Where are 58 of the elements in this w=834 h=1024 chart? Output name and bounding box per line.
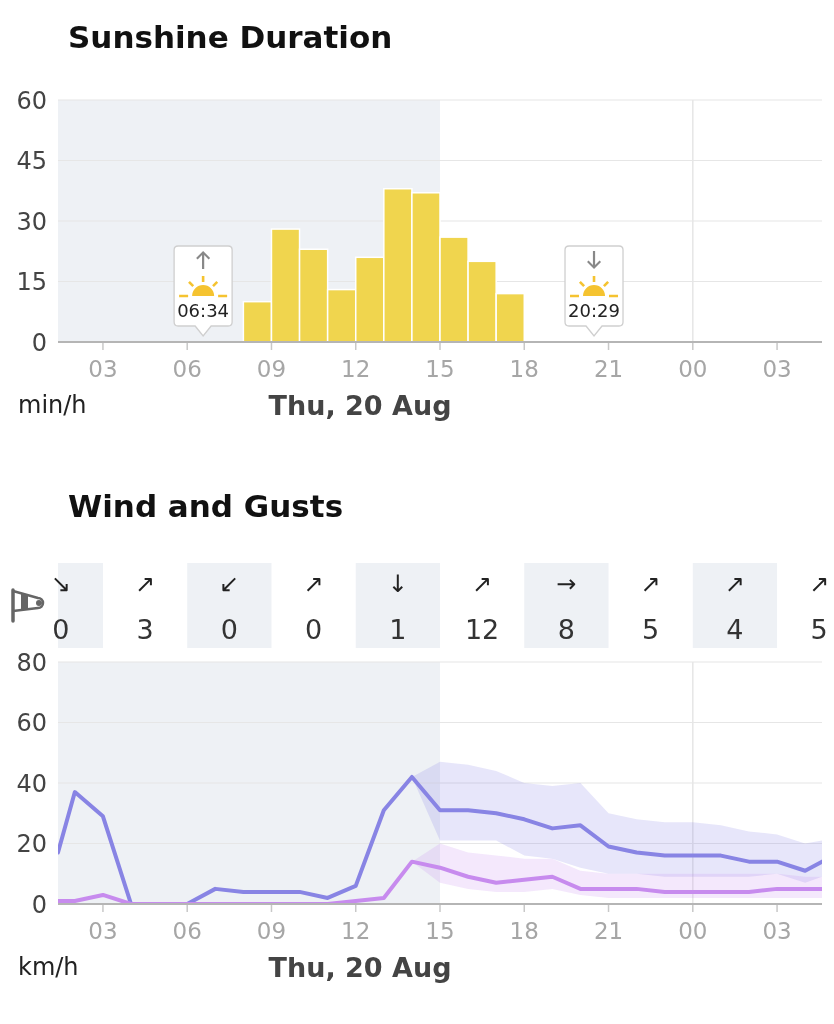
category-label: ↙	[219, 570, 240, 598]
line-series	[58, 774, 822, 904]
data-label: 0	[220, 614, 238, 645]
y-tick-label: 80	[16, 648, 47, 677]
x-tick-label: 12	[341, 918, 371, 944]
x-tick-label: 12	[341, 356, 371, 382]
data-label: 0	[52, 614, 70, 645]
x-tick-label: 03	[762, 356, 792, 382]
x-axis-title: Thu, 20 Aug	[268, 952, 452, 983]
y-tick-label: 20	[16, 830, 47, 858]
x-tick-label: 00	[678, 356, 708, 382]
category-label: ↗	[135, 570, 156, 598]
x-tick-label: 15	[425, 356, 455, 382]
data-label: 8	[557, 614, 575, 645]
category-label: ↗	[640, 570, 661, 598]
y-tick-label: 0	[31, 328, 47, 357]
category-label: ↘	[50, 570, 71, 598]
chart-title: Wind and Gusts	[68, 488, 344, 524]
x-tick-label: 18	[509, 356, 539, 382]
data-label: 5	[642, 614, 660, 645]
data-label: 3	[136, 614, 154, 645]
y-tick-label: 60	[16, 86, 47, 115]
y-tick-label: 45	[16, 147, 47, 175]
x-tick-label: 03	[88, 356, 118, 382]
y-axis-title: km/h	[18, 953, 79, 981]
y-tick-label: 40	[16, 769, 47, 798]
x-tick-label: 09	[256, 356, 287, 382]
y-tick-label: 30	[16, 207, 47, 236]
data-label: 0	[305, 614, 323, 645]
line-series	[58, 859, 822, 904]
y-tick-label: 60	[16, 709, 47, 737]
data-label: 4	[726, 614, 744, 645]
data-label: 12	[464, 614, 500, 645]
x-tick-label: 18	[509, 918, 539, 944]
y-tick-label: 15	[16, 268, 47, 296]
x-tick-label: 21	[593, 356, 624, 382]
y-axis-title: min/h	[18, 391, 87, 419]
x-tick-label: 00	[678, 918, 708, 944]
category-label: ↓	[387, 570, 408, 598]
chart-title: Sunshine Duration	[68, 19, 393, 55]
data-label: 5	[810, 614, 828, 645]
x-axis-title: Thu, 20 Aug	[268, 390, 452, 421]
annotation: 06:34	[177, 300, 230, 321]
x-tick-label: 06	[172, 918, 202, 944]
category-label: ↗	[809, 570, 830, 598]
x-tick-label: 21	[593, 918, 624, 944]
x-tick-label: 09	[256, 918, 287, 944]
category-label: ↗	[472, 570, 493, 598]
x-tick-label: 06	[172, 356, 202, 382]
y-tick-label: 0	[31, 890, 47, 919]
annotation: 20:29	[568, 300, 620, 321]
data-label: 1	[389, 614, 407, 645]
x-tick-label: 03	[88, 918, 118, 944]
category-label: ↗	[724, 570, 745, 598]
category-label: ↗	[303, 570, 324, 598]
x-tick-label: 03	[762, 918, 792, 944]
category-label: →	[556, 570, 577, 598]
x-tick-label: 15	[425, 918, 455, 944]
